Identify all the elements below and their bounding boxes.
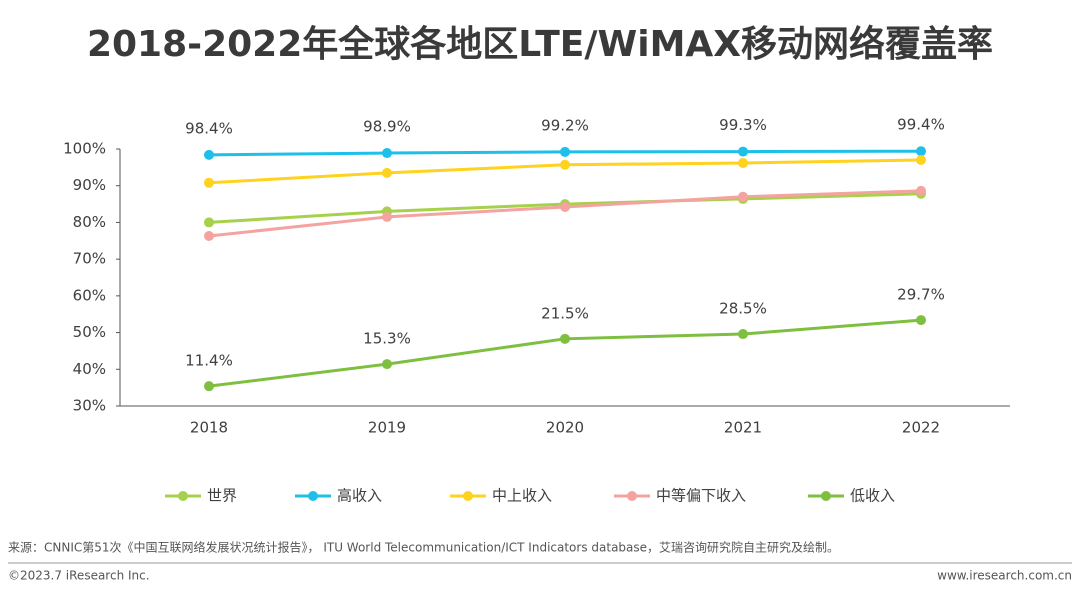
point: [204, 231, 214, 242]
point: [916, 155, 926, 166]
point: [204, 217, 214, 228]
legend-label: 低收入: [850, 487, 895, 505]
point: [916, 146, 926, 157]
point: [382, 148, 392, 159]
legend-label: 世界: [207, 487, 237, 505]
y-tick-label: 70%: [73, 250, 106, 268]
annotation: 21.5%: [541, 304, 589, 322]
y-tick-label: 30%: [73, 397, 106, 415]
y-tick-label: 40%: [73, 360, 106, 378]
legend-label: 高收入: [337, 487, 382, 505]
point: [916, 185, 926, 196]
legend-label: 中上收入: [492, 487, 552, 505]
point: [382, 211, 392, 222]
data-label: 98.4%: [185, 119, 233, 137]
legend-dot: [308, 491, 318, 501]
chart-title: 2018-2022年全球各地区LTE/WiMAX移动网络覆盖率: [87, 23, 993, 65]
source: 来源：CNNIC第51次《中国互联网络发展状况统计报告》， ITU World …: [8, 540, 839, 555]
point: [916, 315, 926, 326]
data-label: 99.3%: [719, 116, 767, 134]
point: [738, 191, 748, 202]
data-label: 99.2%: [541, 116, 589, 134]
legend-dot: [627, 491, 637, 501]
point: [382, 167, 392, 178]
annotation: 15.3%: [363, 330, 411, 348]
data-label: 99.4%: [897, 116, 945, 134]
annotation: 11.4%: [185, 352, 233, 370]
legend-dot: [178, 491, 188, 501]
copyright: ©2023.7 iResearch Inc.: [8, 569, 150, 583]
x-tick-label: 2021: [724, 419, 762, 437]
y-tick-label: 90%: [73, 176, 106, 194]
point: [738, 157, 748, 168]
x-tick-label: 2022: [902, 419, 940, 437]
x-tick-label: 2018: [190, 419, 228, 437]
y-tick-label: 80%: [73, 213, 106, 231]
point: [560, 333, 570, 344]
annotation: 29.7%: [897, 286, 945, 304]
legend-label: 中等偏下收入: [656, 487, 746, 505]
point: [560, 202, 570, 213]
x-tick-label: 2019: [368, 419, 406, 437]
series-line: [208, 318, 922, 388]
y-tick-label: 50%: [73, 323, 106, 341]
y-tick-label: 60%: [73, 286, 106, 304]
website: www.iresearch.com.cn: [937, 569, 1072, 583]
y-tick-label: 100%: [63, 140, 106, 158]
legend-dot: [463, 491, 473, 501]
point: [560, 146, 570, 157]
point: [204, 149, 214, 160]
point: [738, 329, 748, 340]
data-label: 98.9%: [363, 118, 411, 136]
point: [560, 159, 570, 170]
point: [204, 381, 214, 392]
legend-dot: [821, 491, 831, 501]
annotation: 28.5%: [719, 300, 767, 318]
point: [204, 177, 214, 188]
point: [738, 146, 748, 157]
point: [382, 359, 392, 370]
x-tick-label: 2020: [546, 419, 584, 437]
